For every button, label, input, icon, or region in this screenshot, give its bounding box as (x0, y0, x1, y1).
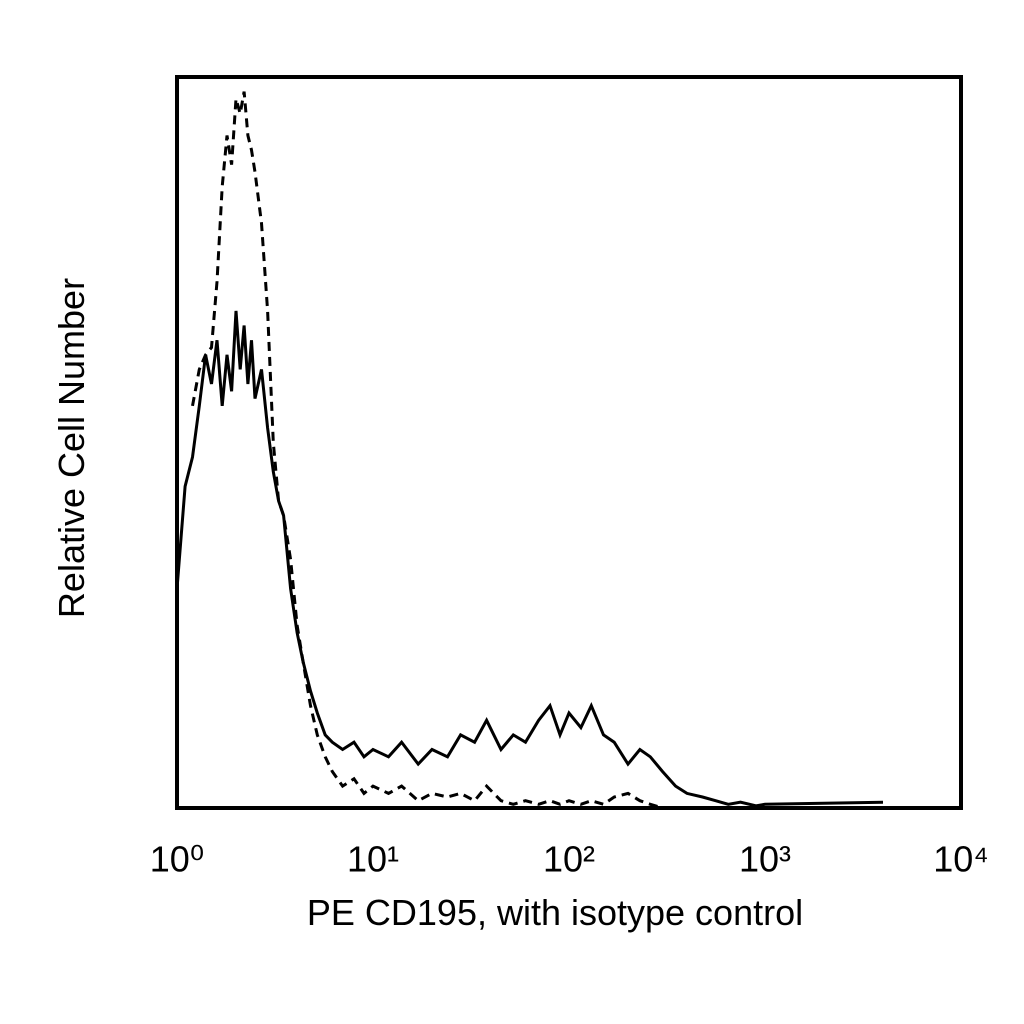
x-tick-label: 10⁰ (150, 839, 204, 880)
x-tick-label: 10¹ (347, 839, 399, 880)
histogram-line (191, 91, 663, 810)
x-tick-label: 10⁴ (933, 839, 989, 880)
x-axis-label: PE CD195, with isotype control (307, 892, 803, 933)
y-axis-label: Relative Cell Number (51, 278, 92, 618)
x-tick-label: 10³ (739, 839, 791, 880)
histogram-line (175, 310, 884, 808)
plot-frame (175, 75, 963, 810)
x-tick-label: 10² (543, 839, 595, 880)
